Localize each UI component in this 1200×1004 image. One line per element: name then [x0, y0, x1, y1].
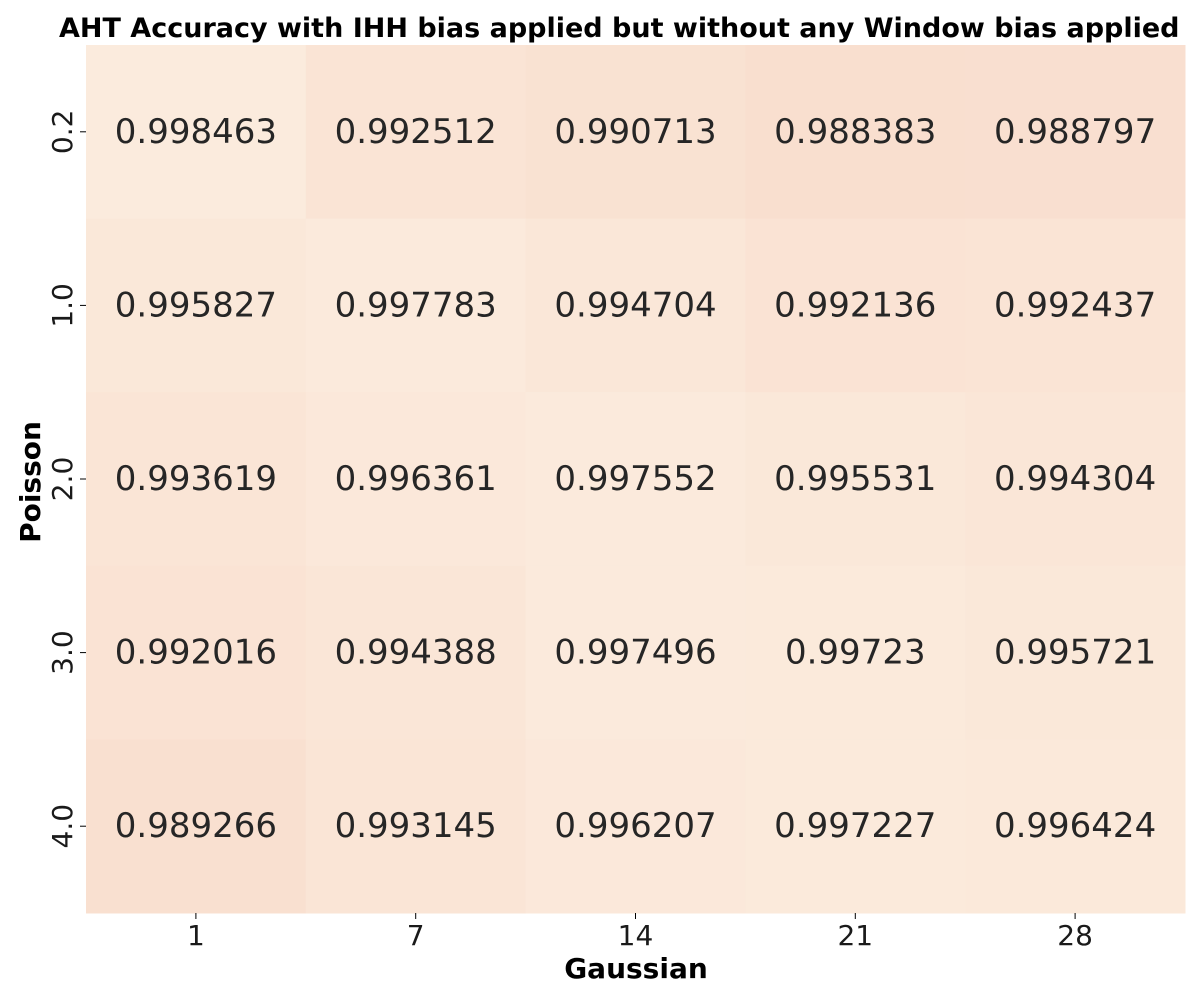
cell-value-label: 0.992437	[994, 285, 1156, 325]
heatmap-cell	[86, 45, 307, 220]
cell-value-label: 0.995531	[774, 459, 936, 499]
cell-value-label: 0.992512	[335, 112, 497, 152]
heatmap-cell	[305, 739, 527, 914]
heatmap-cell	[965, 565, 1186, 740]
heatmap-cell	[525, 45, 746, 220]
x-tick-label: 7	[407, 919, 425, 952]
heatmap-cell	[305, 218, 527, 393]
cell-value-label: 0.997552	[554, 459, 716, 499]
chart-title: AHT Accuracy with IHH bias applied but w…	[59, 13, 1180, 44]
cell-value-label: 0.993145	[335, 806, 497, 846]
cell-value-label: 0.995827	[115, 285, 277, 325]
cell-value-label: 0.997227	[774, 806, 936, 846]
cell-value-label: 0.994304	[994, 459, 1156, 499]
heatmap-cell	[965, 218, 1186, 393]
x-axis: 1 7 14 21 28	[187, 913, 1093, 952]
heatmap-cell	[745, 565, 966, 740]
y-tick-label: 1.0	[46, 283, 79, 328]
cell-value-label: 0.997496	[554, 633, 716, 673]
heatmap-cell	[965, 392, 1186, 567]
heatmap-cells	[86, 45, 1186, 914]
cell-value-label: 0.994704	[554, 285, 716, 325]
cell-value-label: 0.996424	[994, 806, 1156, 846]
y-tick-label: 4.0	[46, 804, 79, 849]
x-tick-label: 14	[618, 919, 654, 952]
cell-value-label: 0.996207	[554, 806, 716, 846]
cell-value-label: 0.988797	[994, 112, 1156, 152]
heatmap-cell	[86, 565, 307, 740]
y-axis: 0.2 1.0 2.0 3.0 4.0	[46, 110, 86, 849]
heatmap-cell-labels: 0.998463 0.992512 0.990713 0.988383 0.988797…	[115, 112, 1156, 846]
y-tick-label: 3.0	[46, 630, 79, 675]
cell-value-label: 0.994388	[335, 633, 497, 673]
cell-value-label: 0.993619	[115, 459, 277, 499]
heatmap-cell	[305, 392, 527, 567]
heatmap-cell	[525, 739, 746, 914]
x-tick-label: 1	[187, 919, 205, 952]
y-axis-label: Poisson	[14, 421, 47, 543]
heatmap-cell	[745, 392, 966, 567]
cell-value-label: 0.996361	[335, 459, 497, 499]
heatmap-cell	[86, 392, 307, 567]
cell-value-label: 0.988383	[774, 112, 936, 152]
heatmap-cell	[965, 739, 1186, 914]
y-tick-label: 0.2	[46, 110, 79, 155]
heatmap-cell	[745, 739, 966, 914]
y-tick-label: 2.0	[46, 457, 79, 502]
heatmap-cell	[965, 45, 1186, 220]
heatmap-cell	[86, 218, 307, 393]
x-tick-label: 28	[1057, 919, 1093, 952]
cell-value-label: 0.990713	[554, 112, 716, 152]
x-axis-label: Gaussian	[564, 952, 708, 985]
heatmap-cell	[745, 218, 966, 393]
cell-value-label: 0.99723	[785, 633, 926, 673]
heatmap-cell	[745, 45, 966, 220]
heatmap-cell	[525, 218, 746, 393]
cell-value-label: 0.992016	[115, 633, 277, 673]
cell-value-label: 0.995721	[994, 633, 1156, 673]
heatmap-cell	[86, 739, 307, 914]
heatmap-cell	[305, 45, 527, 220]
cell-value-label: 0.998463	[115, 112, 277, 152]
heatmap-cell	[305, 565, 527, 740]
cell-value-label: 0.992136	[774, 285, 936, 325]
cell-value-label: 0.989266	[115, 806, 277, 846]
cell-value-label: 0.997783	[335, 285, 497, 325]
x-tick-label: 21	[837, 919, 873, 952]
heatmap-cell	[525, 565, 746, 740]
heatmap-cell	[525, 392, 746, 567]
